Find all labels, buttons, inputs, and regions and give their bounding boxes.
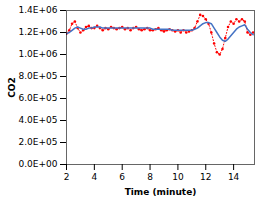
svg-text:Time (minute): Time (minute) — [125, 187, 197, 197]
svg-text:1.4E+06: 1.4E+06 — [19, 5, 58, 15]
svg-text:8.0E+05: 8.0E+05 — [19, 71, 58, 81]
svg-text:6.0E+05: 6.0E+05 — [19, 93, 58, 103]
svg-text:1.0E+06: 1.0E+06 — [19, 49, 58, 59]
svg-text:1.2E+06: 1.2E+06 — [19, 27, 58, 37]
svg-text:4.0E+05: 4.0E+05 — [19, 115, 58, 125]
svg-text:4: 4 — [91, 172, 97, 182]
svg-text:2: 2 — [64, 172, 70, 182]
svg-text:10: 10 — [172, 172, 184, 182]
svg-text:8: 8 — [147, 172, 153, 182]
svg-text:2.0E+05: 2.0E+05 — [19, 137, 58, 147]
svg-text:14: 14 — [228, 172, 240, 182]
svg-text:0.0E+00: 0.0E+00 — [19, 159, 58, 169]
svg-text:CO2: CO2 — [7, 77, 17, 98]
svg-text:12: 12 — [200, 172, 211, 182]
svg-text:6: 6 — [119, 172, 125, 182]
